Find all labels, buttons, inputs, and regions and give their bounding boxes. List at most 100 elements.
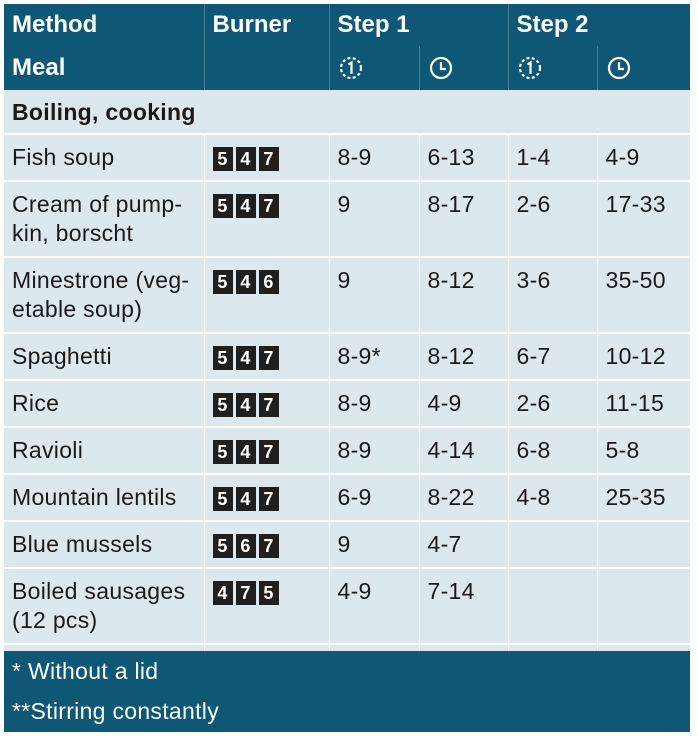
burner-digit: 5 (212, 393, 233, 417)
step2-time-cell: 10-12 (596, 332, 690, 380)
meal-name-line: Mountain lentils (12, 484, 177, 510)
step1-power-cell: 8-9 (328, 426, 419, 474)
meal-name-line: Rice (12, 390, 60, 416)
step2-power-cell: 6-8 (507, 426, 597, 474)
meal-cell: Mountain lentils (4, 473, 204, 521)
burner-digit: 7 (258, 487, 279, 511)
meal-name-line: kin, borscht (12, 220, 134, 246)
step1-time-cell: 4-9 (418, 379, 508, 427)
step2-power-cell (507, 520, 597, 568)
step1-time-cell: 8-12 (418, 256, 508, 333)
meal-name-line: Boiled sausages (12, 578, 186, 604)
step1-clock-icon (418, 46, 508, 90)
step1-power-cell: 9 (328, 520, 419, 568)
meal-cell: Fish soup (4, 133, 204, 181)
burner-header: Burner (203, 4, 329, 46)
meal-cell: Blue mussels (4, 520, 204, 568)
step2-clock-icon (596, 46, 690, 90)
burner-digit: 7 (258, 440, 279, 464)
step2-time-cell (596, 567, 690, 644)
step1-power-cell: 8-9 (328, 379, 419, 427)
step1-power-cell: 9 (328, 256, 419, 333)
step1-power-cell: 4-9 (328, 567, 419, 644)
meal-name-line: Blue mussels (12, 531, 153, 557)
step1-time-cell: 4-7 (418, 520, 508, 568)
step1-power-cell: 8-9* (328, 332, 419, 380)
step2-power-cell: 1-4 (507, 133, 597, 181)
meal-name-line: Fish soup (12, 144, 115, 170)
step2-time-cell: 25-35 (596, 473, 690, 521)
table-row: Rice 5 4 7 8-9 4-9 2-6 11-15 (4, 379, 690, 427)
step2-time-cell: 4-9 (596, 133, 690, 181)
burner-digit: 5 (212, 194, 233, 218)
step1-time-cell: 8-22 (418, 473, 508, 521)
burner-digit: 5 (212, 270, 233, 294)
table-row: Blue mussels 5 6 7 9 4-7 (4, 520, 690, 568)
step1-time-cell: 8-17 (418, 180, 508, 257)
step2-power-cell (507, 567, 597, 644)
step1-header: Step 1 (328, 4, 508, 46)
meal-header: Meal (4, 46, 204, 90)
meal-cell: Cream of pump-kin, borscht (4, 180, 204, 257)
meal-name-line: (12 pcs) (12, 607, 98, 633)
table-row: Minestrone (veg-etable soup) 5 4 6 9 8-12 3-6 3… (4, 256, 690, 333)
table-row: Fish soup 5 4 7 8-9 6-13 1-4 4-9 (4, 133, 690, 181)
burner-digit: 7 (258, 393, 279, 417)
burner-digit: 4 (235, 393, 256, 417)
burner-digit: 5 (258, 581, 279, 605)
step2-power-level-icon (507, 46, 597, 90)
burner-digit: 4 (235, 346, 256, 370)
header-row-1: Method Burner Step 1 Step 2 (4, 4, 690, 46)
table-row: Mountain lentils 5 4 7 6-9 8-22 4-8 25-35 (4, 473, 690, 521)
step2-time-cell: 11-15 (596, 379, 690, 427)
header-row-2: Meal (4, 46, 690, 90)
step2-power-cell: 6-7 (507, 332, 597, 380)
step2-time-cell: 17-33 (596, 180, 690, 257)
burner-digit: 4 (235, 147, 256, 171)
footnotes: * Without a lid **Stirring constantly (4, 651, 690, 732)
step2-time-cell: 35-50 (596, 256, 690, 333)
burner-digit: 5 (212, 487, 233, 511)
burner-digit: 6 (235, 534, 256, 558)
burner-digit: 4 (235, 487, 256, 511)
step2-power-cell: 3-6 (507, 256, 597, 333)
section-title: Boiling, cooking (12, 99, 196, 125)
step1-time-cell: 8-12 (418, 332, 508, 380)
burner-digit: 4 (235, 440, 256, 464)
burner-digit: 7 (258, 346, 279, 370)
burner-digit: 7 (258, 534, 279, 558)
cooking-table: Method Burner Step 1 Step 2 Meal (4, 4, 690, 690)
section-row: Boiling, cooking (4, 90, 690, 134)
burner-digit: 5 (212, 346, 233, 370)
meal-cell: Minestrone (veg-etable soup) (4, 256, 204, 333)
meal-name-line: etable soup) (12, 296, 143, 322)
burner-digit: 4 (235, 270, 256, 294)
meal-name-line: Cream of pump- (12, 191, 183, 217)
meal-cell: Boiled sausages (12 pcs) (4, 567, 204, 644)
meal-cell: Spaghetti (4, 332, 204, 380)
method-header: Method (4, 4, 204, 46)
meal-cell: Rice (4, 379, 204, 427)
table-row: Ravioli 5 4 7 8-9 4-14 6-8 5-8 (4, 426, 690, 474)
step1-time-cell: 7-14 (418, 567, 508, 644)
step2-time-cell (596, 520, 690, 568)
burner-digit: 4 (212, 581, 233, 605)
step1-power-cell: 6-9 (328, 473, 419, 521)
cooking-table-panel: Method Burner Step 1 Step 2 Meal (4, 4, 690, 732)
burner-digit: 7 (258, 147, 279, 171)
step2-header: Step 2 (507, 4, 690, 46)
burner-digit: 4 (235, 194, 256, 218)
